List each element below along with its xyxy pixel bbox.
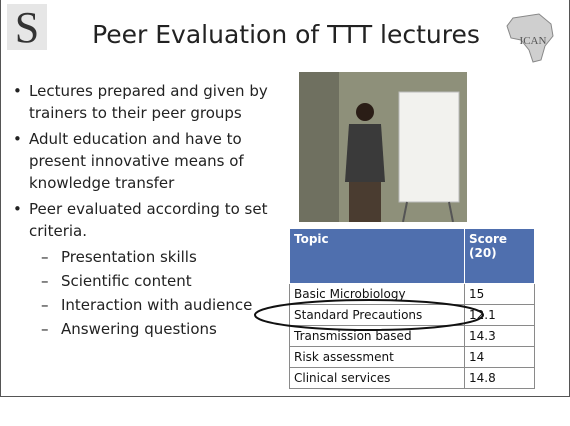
table-cell: Clinical services [290, 368, 465, 389]
left-logo: S [7, 4, 47, 50]
right-logo-text: ICAN [520, 35, 547, 47]
table-header-cell: Topic [290, 229, 465, 284]
bullet-text: Peer evaluated according to set criteria… [29, 200, 267, 240]
table-cell: 14 [465, 347, 535, 368]
table-header-cell: Score (20) [465, 229, 535, 284]
photo [299, 72, 467, 222]
table-cell: 14.8 [465, 368, 535, 389]
table-cell: Standard Precautions [290, 305, 465, 326]
page: S Peer Evaluation of TTT lectures ICAN L… [0, 0, 570, 426]
slide: S Peer Evaluation of TTT lectures ICAN L… [0, 0, 570, 397]
right-logo: ICAN [501, 10, 561, 66]
table-cell: Transmission based [290, 326, 465, 347]
sub-bullet-list: Presentation skillsScientific contentInt… [29, 246, 293, 340]
bullet-item: Adult education and have to present inno… [13, 128, 293, 194]
sub-bullet-item: Scientific content [29, 270, 293, 292]
bullet-item: Lectures prepared and given by trainers … [13, 80, 293, 124]
sub-bullet-item: Interaction with audience [29, 294, 293, 316]
table-cell: 15 [465, 284, 535, 305]
bullet-item: Peer evaluated according to set criteria… [13, 198, 293, 340]
table-cell: Basic Microbiology [290, 284, 465, 305]
bullet-text: Adult education and have to present inno… [29, 130, 244, 192]
sub-bullet-item: Answering questions [29, 318, 293, 340]
sub-bullet-item: Presentation skills [29, 246, 293, 268]
left-logo-text: S [15, 4, 39, 50]
table-cell: 14.3 [465, 326, 535, 347]
table-cell: Risk assessment [290, 347, 465, 368]
slide-title: Peer Evaluation of TTT lectures [61, 20, 511, 49]
bullet-text: Lectures prepared and given by trainers … [29, 82, 268, 122]
bullet-list: Lectures prepared and given by trainers … [13, 80, 293, 344]
table-cell: 12.1 [465, 305, 535, 326]
